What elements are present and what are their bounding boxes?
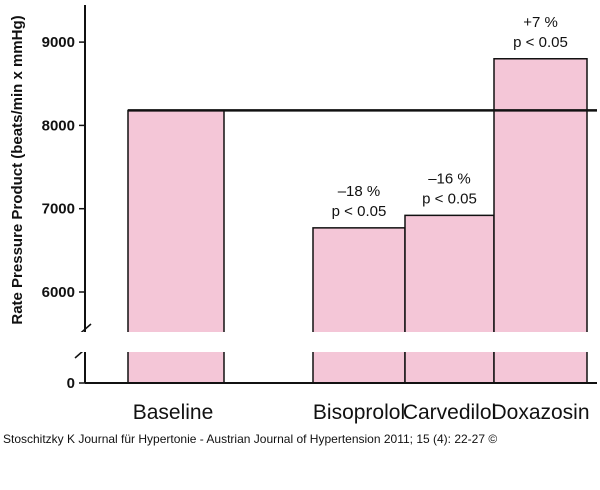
y-tick-label: 0 [67,375,75,392]
bar-chart: 0 6000 7000 8000 9000 Baseline BisoprololCarv… [9,5,597,424]
y-tick-label: 9000 [42,34,75,51]
annotation-pvalue: p < 0.05 [332,203,387,220]
y-tick-label: 6000 [42,284,75,301]
annotation-change: +7 % [523,14,558,31]
annotation-pvalue: p < 0.05 [422,190,477,207]
y-ticks-group: 0 6000 7000 8000 9000 [42,34,85,392]
bars-group [127,58,588,384]
axes-group [74,5,597,384]
axis-break-band [73,332,597,352]
bar-bisoprolol [312,227,406,384]
annotations-group: –18 % p < 0.05 –16 % p < 0.05 +7 % p < 0.05 [332,14,568,220]
bar-doxazosin [493,58,588,384]
x-label-doxazosin: Doxazosin [491,401,589,424]
annotation-change: –18 % [338,183,381,200]
y-tick-label: 8000 [42,117,75,134]
annotation-pvalue: p < 0.05 [513,34,568,51]
x-label-baseline: Baseline [133,401,214,424]
annotation-change: –16 % [428,170,471,187]
x-label-bisoprolol: Bisoprolol [313,401,405,424]
axis-break-gap [73,332,597,352]
bar-carvedilol [404,214,495,384]
y-axis-label: Rate Pressure Product (beats/min x mmHg) [9,15,26,324]
y-tick-label: 7000 [42,201,75,218]
x-label-carvedilol: Carvedilol [403,401,496,424]
source-caption: Stoschitzky K Journal für Hypertonie - A… [3,432,498,446]
